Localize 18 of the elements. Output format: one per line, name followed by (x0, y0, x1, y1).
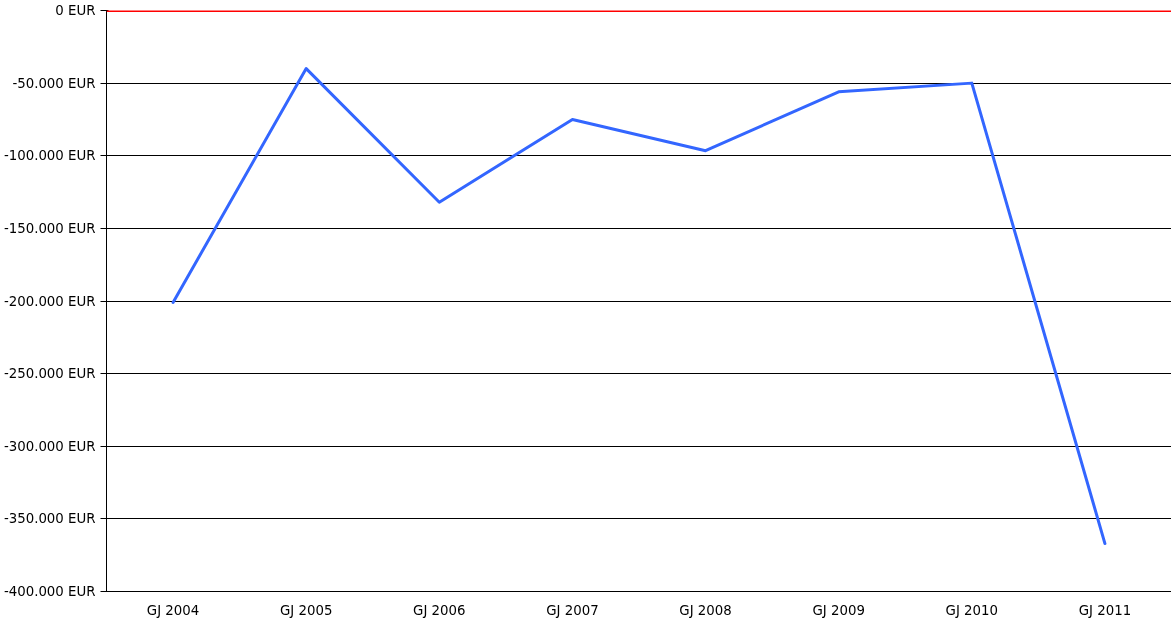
x-tick-label: GJ 2011 (1078, 602, 1132, 618)
y-tick-label: -300.000 EUR (3, 438, 96, 454)
line-series (171, 67, 1107, 546)
x-tick-label: GJ 2007 (546, 602, 599, 618)
x-tick-label: GJ 2008 (679, 602, 732, 618)
x-tick-label: GJ 2006 (413, 602, 466, 618)
x-tick-label: GJ 2009 (812, 602, 865, 618)
x-tick-label: GJ 2004 (146, 602, 200, 618)
y-tick-label: 0 EUR (55, 3, 96, 18)
y-tick-label: -150.000 EUR (3, 220, 96, 236)
y-tick-label: -400.000 EUR (3, 584, 96, 599)
y-tick-label: -200.000 EUR (3, 293, 96, 309)
y-tick-label: -50.000 EUR (12, 75, 96, 91)
x-tick-label: GJ 2010 (945, 602, 999, 618)
x-tick-label: GJ 2005 (279, 602, 333, 618)
y-tick-label: -350.000 EUR (3, 511, 96, 527)
y-tick-label: -250.000 EUR (3, 366, 96, 382)
y-tick-label: -100.000 EUR (3, 148, 96, 164)
